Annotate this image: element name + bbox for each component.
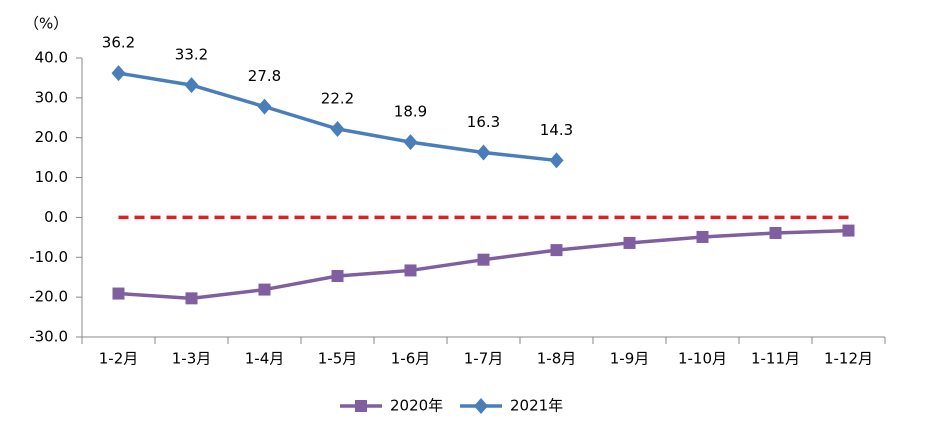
x-tick-label: 1-3月	[172, 350, 212, 368]
legend-label: 2020年	[390, 397, 443, 415]
data-label: 27.8	[248, 67, 281, 85]
y-tick-label: 10.0	[35, 168, 68, 186]
y-tick-label: 30.0	[35, 88, 68, 106]
data-point	[331, 270, 344, 283]
data-label: 18.9	[394, 103, 427, 121]
y-tick-label: -30.0	[29, 328, 68, 346]
y-tick-label: -10.0	[29, 248, 68, 266]
legend-marker	[355, 400, 367, 412]
legend-marker	[474, 398, 488, 414]
data-label: 22.2	[321, 89, 354, 107]
data-label: 36.2	[102, 34, 135, 52]
x-tick-label: 1-7月	[464, 350, 504, 368]
x-tick-label: 1-8月	[537, 350, 577, 368]
data-label: 33.2	[175, 46, 208, 64]
data-point	[403, 134, 418, 151]
x-tick-label: 1-6月	[391, 350, 431, 368]
y-tick-label: -20.0	[29, 288, 68, 306]
data-label: 16.3	[467, 113, 500, 131]
data-point	[623, 236, 636, 249]
data-point	[330, 120, 345, 137]
data-point	[185, 292, 198, 305]
data-point	[184, 77, 199, 94]
data-point	[769, 226, 782, 239]
unit-label: （%）	[24, 15, 68, 33]
y-tick-label: 40.0	[35, 49, 68, 67]
data-point	[258, 283, 271, 296]
y-tick-label: 0.0	[44, 208, 68, 226]
x-tick-label: 1-10月	[678, 350, 727, 368]
x-tick-label: 1-11月	[751, 350, 800, 368]
data-label: 14.3	[540, 121, 573, 139]
x-tick-label: 1-5月	[318, 350, 358, 368]
data-point	[257, 98, 272, 115]
x-tick-label: 1-9月	[610, 350, 650, 368]
y-tick-label: 20.0	[35, 128, 68, 146]
data-point	[404, 264, 417, 277]
data-point	[550, 244, 563, 257]
data-point	[549, 152, 564, 169]
data-point	[111, 65, 126, 82]
x-tick-label: 1-4月	[245, 350, 285, 368]
data-point	[477, 253, 490, 266]
data-point	[476, 144, 491, 161]
data-point	[112, 287, 125, 300]
x-tick-label: 1-2月	[99, 350, 139, 368]
x-tick-label: 1-12月	[824, 350, 873, 368]
data-point	[696, 230, 709, 243]
legend-label: 2021年	[510, 397, 563, 415]
data-point	[842, 224, 855, 237]
